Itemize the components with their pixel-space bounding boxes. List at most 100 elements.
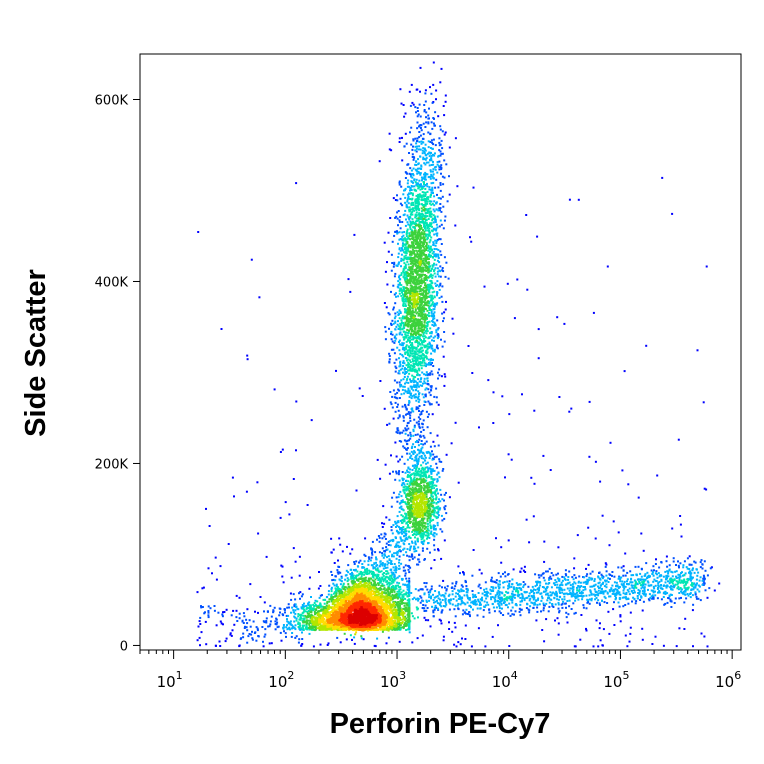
data-point — [677, 588, 680, 591]
data-point — [466, 591, 469, 594]
data-point — [649, 596, 652, 599]
data-point — [423, 356, 426, 359]
data-point — [395, 552, 398, 555]
data-point — [346, 577, 349, 580]
data-point — [638, 582, 641, 585]
data-point — [390, 577, 393, 579]
data-point — [702, 577, 705, 580]
data-point — [402, 355, 405, 358]
data-point — [281, 565, 284, 568]
data-point — [426, 461, 429, 464]
data-point — [433, 215, 436, 218]
data-point — [549, 575, 552, 578]
data-point — [425, 222, 428, 225]
data-point — [398, 415, 401, 418]
data-point — [400, 289, 403, 292]
data-point — [405, 533, 408, 535]
data-point — [406, 230, 409, 233]
data-point — [439, 265, 442, 268]
data-point — [432, 611, 435, 614]
data-point — [358, 387, 361, 390]
data-point — [644, 573, 647, 576]
data-point — [400, 591, 403, 594]
data-point — [402, 296, 405, 299]
data-point — [207, 567, 210, 570]
data-point — [417, 416, 420, 419]
data-point — [398, 594, 401, 597]
data-point — [415, 550, 418, 552]
data-point — [608, 595, 611, 598]
data-point — [606, 591, 609, 594]
data-point — [498, 593, 501, 596]
data-point — [705, 488, 708, 491]
data-point — [430, 159, 433, 162]
data-point — [333, 584, 336, 587]
data-point — [498, 586, 501, 589]
data-point — [407, 403, 410, 406]
data-point — [492, 586, 495, 589]
data-point — [258, 296, 261, 299]
data-point — [419, 473, 422, 476]
data-point — [454, 595, 457, 598]
data-point — [400, 527, 403, 529]
data-point — [400, 495, 403, 498]
data-point — [578, 589, 580, 592]
data-point — [538, 603, 541, 606]
data-point — [399, 593, 402, 595]
data-point — [421, 341, 423, 344]
data-point — [425, 363, 428, 366]
data-point — [368, 572, 371, 575]
data-point — [405, 512, 408, 515]
data-point — [486, 595, 489, 598]
data-point — [429, 231, 431, 234]
data-point — [390, 539, 393, 542]
data-point — [434, 267, 437, 270]
data-point — [577, 580, 580, 583]
data-point — [396, 541, 399, 544]
data-point — [384, 554, 387, 557]
data-point — [397, 471, 400, 474]
data-point — [411, 176, 414, 179]
data-point — [398, 531, 401, 534]
data-point — [242, 622, 245, 624]
data-point — [402, 542, 405, 545]
data-point — [623, 587, 626, 590]
data-point — [429, 285, 432, 288]
data-point — [439, 250, 442, 253]
data-point — [622, 569, 625, 572]
data-point — [665, 560, 668, 563]
data-point — [418, 380, 421, 383]
data-point — [334, 587, 337, 590]
data-point — [497, 596, 500, 599]
data-point — [300, 606, 303, 609]
data-point — [490, 576, 493, 579]
data-point — [574, 593, 577, 596]
data-point — [425, 476, 428, 479]
data-point — [266, 610, 269, 613]
data-point — [410, 221, 413, 224]
data-point — [398, 365, 401, 368]
data-point — [488, 608, 491, 611]
data-point — [525, 597, 528, 599]
data-point — [668, 594, 671, 597]
data-point — [404, 311, 407, 314]
data-point — [429, 432, 432, 435]
data-point — [202, 586, 205, 589]
data-point — [706, 574, 709, 577]
data-point — [403, 257, 406, 260]
data-point — [428, 266, 431, 269]
data-point — [686, 588, 689, 591]
data-point — [611, 574, 613, 577]
data-point — [444, 308, 447, 311]
data-point — [542, 607, 545, 610]
data-point — [688, 570, 691, 573]
data-point — [430, 175, 433, 178]
data-point — [207, 614, 210, 617]
data-point — [433, 469, 436, 472]
data-point — [619, 614, 622, 617]
data-point — [397, 224, 399, 227]
data-point — [242, 612, 245, 615]
data-point — [688, 563, 691, 566]
data-point — [429, 394, 432, 397]
data-point — [330, 586, 333, 589]
